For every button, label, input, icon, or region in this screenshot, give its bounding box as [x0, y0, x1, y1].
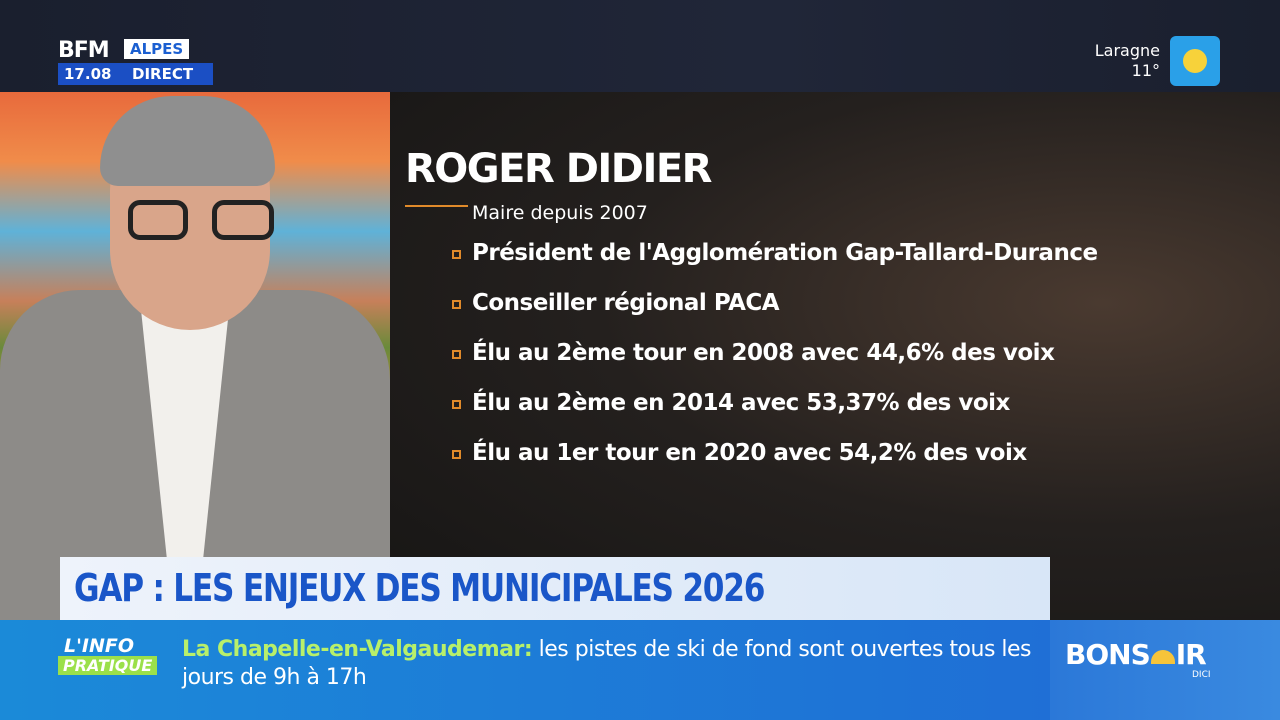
banner [60, 557, 1050, 620]
ticker-tag-bottom: PRATIQUE [58, 656, 158, 675]
sun [1183, 49, 1207, 73]
show-logo-sub: DICI [1192, 670, 1211, 680]
bullet [452, 300, 461, 309]
time: 17.08 [64, 65, 112, 83]
bullet [452, 350, 461, 359]
weather-icon [1170, 36, 1220, 86]
show-logo: BONS IR [1065, 638, 1207, 671]
ticker-message: les pistes de ski de fond sont ouvertes … [182, 637, 1032, 690]
hair [100, 96, 275, 186]
brand: BFM [58, 38, 110, 63]
bullet [452, 400, 461, 409]
top-bar [0, 0, 1280, 92]
card-item: Élu au 2ème en 2014 avec 53,37% des voix [472, 390, 1010, 416]
card-item: Élu au 1er tour en 2020 avec 54,2% des v… [472, 440, 1027, 466]
show-logo-bg [1050, 620, 1280, 720]
card-item: Élu au 2ème tour en 2008 avec 44,6% des … [472, 340, 1055, 366]
show-logo-sun [1150, 650, 1175, 664]
card-item: Président de l'Agglomération Gap-Tallard… [472, 240, 1098, 266]
card-name: ROGER DIDIER [405, 146, 712, 192]
card-item: Conseiller régional PACA [472, 290, 780, 316]
ticker-tag-top: L'INFO [64, 635, 135, 657]
ticker-place: La Chapelle-en-Valgaudemar: [182, 637, 533, 662]
bullet [452, 450, 461, 459]
bullet [452, 250, 461, 259]
ticker-text: La Chapelle-en-Valgaudemar: les pistes d… [182, 636, 1032, 692]
glasses-right [212, 200, 274, 240]
live-bar [58, 63, 213, 85]
card-subtitle: Maire depuis 2007 [472, 202, 648, 224]
live-status: DIRECT [132, 65, 194, 83]
banner-title: GAP : LES ENJEUX DES MUNICIPALES 2026 [74, 566, 765, 610]
show-logo-start: BONS [1065, 638, 1151, 671]
accent-line [405, 205, 468, 207]
weather-temp: 11° [1131, 61, 1160, 80]
glasses-left [128, 200, 188, 240]
info-panel [390, 92, 1280, 620]
weather-city: Laragne [1094, 41, 1160, 60]
ticker [0, 620, 1050, 720]
region: ALPES [124, 39, 190, 59]
show-logo-end: IR [1175, 638, 1207, 671]
